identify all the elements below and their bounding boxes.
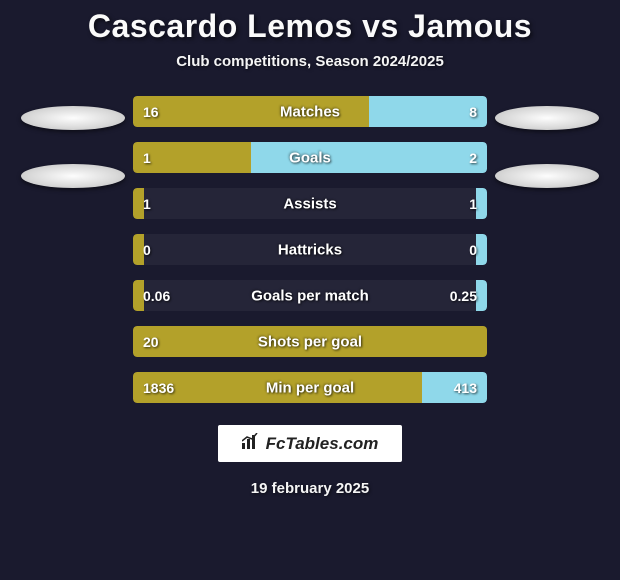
player2-bar: [476, 188, 487, 219]
player1-badges: [13, 96, 133, 188]
player2-bar: [422, 372, 487, 403]
player2-bar: [369, 96, 487, 127]
player1-badge-2: [21, 164, 125, 188]
stat-row: 168Matches: [133, 96, 487, 127]
player1-bar: [133, 96, 369, 127]
source-logo-text: FcTables.com: [266, 434, 379, 454]
player2-bar: [251, 142, 487, 173]
date-text: 19 february 2025: [251, 480, 369, 497]
player1-bar: [133, 234, 144, 265]
stat-row: 12Goals: [133, 142, 487, 173]
stat-bars: 168Matches 12Goals 11Assists 00Hattricks 0.0…: [133, 96, 487, 403]
source-logo: FcTables.com: [218, 425, 403, 462]
player2-badges: [487, 96, 607, 188]
player2-badge-1: [495, 106, 599, 130]
stat-label: Goals per match: [133, 287, 487, 304]
chart-icon: [242, 433, 260, 454]
comparison-infographic: Cascardo Lemos vs Jamous Club competitio…: [0, 0, 620, 580]
player2-value: 0.25: [450, 288, 477, 304]
stat-row: 00Hattricks: [133, 234, 487, 265]
stat-row: 11Assists: [133, 188, 487, 219]
subtitle: Club competitions, Season 2024/2025: [176, 53, 444, 70]
player2-badge-2: [495, 164, 599, 188]
player2-bar: [476, 280, 487, 311]
player1-bar: [133, 372, 422, 403]
player1-value: 0: [143, 242, 151, 258]
player1-badge-1: [21, 106, 125, 130]
page-title: Cascardo Lemos vs Jamous: [88, 8, 532, 45]
stat-row: 0.06 0.25Goals per match: [133, 280, 487, 311]
player1-value: 0.06: [143, 288, 170, 304]
player1-bar: [133, 188, 144, 219]
player1-bar: [133, 142, 251, 173]
player1-bar: [133, 280, 144, 311]
stat-label: Assists: [133, 195, 487, 212]
player2-bar: [476, 234, 487, 265]
player1-value: 1: [143, 196, 151, 212]
player1-bar: [133, 326, 487, 357]
chart-area: 168Matches 12Goals 11Assists 00Hattricks 0.0…: [0, 96, 620, 403]
stat-row: 20Shots per goal: [133, 326, 487, 357]
stat-row: 1836413Min per goal: [133, 372, 487, 403]
stat-label: Hattricks: [133, 241, 487, 258]
